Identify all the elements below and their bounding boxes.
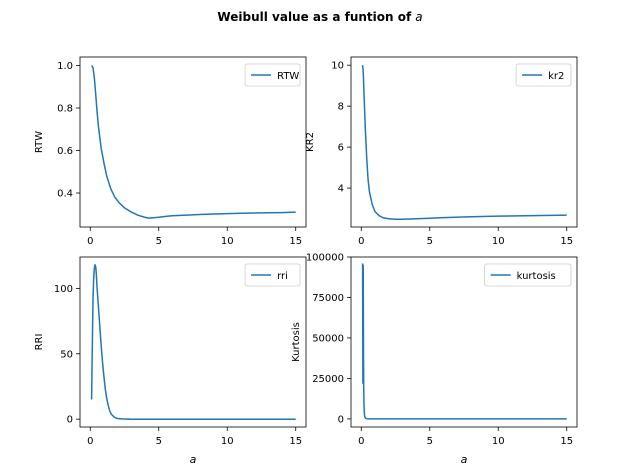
legend: rri [244,263,301,287]
x-tick-label: 10 [492,436,505,447]
y-axis-label: Kurtosis [291,322,302,362]
legend-box [244,63,301,87]
subplot-3: 0 5 10 15 0 50 100 RRI a rri [34,256,307,466]
legend-label: rri [277,271,288,282]
legend-label: kurtosis [517,271,556,282]
y-tick-label: 50 [60,349,73,360]
subplot-1: 0 5 10 15 0.4 0.6 0.8 1.0 RTW RTW [34,56,307,247]
y-tick-label: 100000 [306,253,344,264]
y-axis-label: RTW [34,131,45,153]
x-tick-label: 5 [156,436,162,447]
y-tick-label: 10 [331,61,344,72]
x-tick-label: 0 [87,236,93,247]
legend-label: RTW [277,71,299,82]
x-tick-label: 10 [221,436,234,447]
series-line-rri [90,264,296,420]
legend-box [515,63,572,87]
y-axis-label: KR2 [305,132,316,152]
axes-frame [350,256,578,428]
figure-title: Weibull value as a funtion of a [217,10,422,24]
axes-frame [350,56,578,228]
y-tick-label: 8 [338,102,344,113]
figure-title-variable: a [415,10,422,24]
x-tick-label: 10 [492,236,505,247]
y-tick-label: 1.0 [57,61,73,72]
y-axis-label: RRI [34,334,45,351]
y-tick-label: 0.6 [57,146,73,157]
y-tick-label: 0.8 [57,104,73,115]
axes-frame [79,256,307,428]
x-tick-label: 5 [427,236,433,247]
axes-frame [79,56,307,228]
x-tick-label: 10 [221,236,234,247]
y-tick-label: 0 [338,414,344,425]
x-axis-label: a [190,453,197,466]
legend-box [484,263,572,287]
y-tick-label: 0 [67,415,73,426]
x-tick-label: 0 [358,236,364,247]
series-line-kr2 [361,65,567,220]
y-tick-label: 0.4 [57,189,73,200]
subplot-2: 0 5 10 15 4 6 8 10 KR2 kr2 [305,56,578,247]
x-tick-label: 15 [289,436,302,447]
y-tick-label: 6 [338,143,344,154]
legend: kr2 [515,63,572,87]
figure-title-text: Weibull value as a funtion of [217,10,412,24]
x-tick-label: 15 [289,236,302,247]
y-tick-label: 4 [338,184,344,195]
x-tick-label: 15 [560,436,573,447]
x-tick-label: 0 [87,436,93,447]
y-tick-label: 25000 [312,374,344,385]
x-tick-label: 0 [358,436,364,447]
x-axis-label: a [461,453,468,466]
y-tick-label: 50000 [312,333,344,344]
subplot-4: 0 5 10 15 0 25000 50000 75000 100000 Kurtosis a kur… [291,253,578,466]
x-tick-label: 5 [156,236,162,247]
legend-box [244,263,301,287]
subplot-grid: 0 5 10 15 0.4 0.6 0.8 1.0 RTW RTW 0 5 10 15 4 6 8 10 KR2 kr… [34,56,578,466]
legend: kurtosis [484,263,572,287]
x-tick-label: 5 [427,436,433,447]
x-tick-label: 15 [560,236,573,247]
legend-label: kr2 [548,71,564,82]
y-tick-label: 75000 [312,293,344,304]
series-line-RTW [90,65,296,219]
legend: RTW [244,63,301,87]
y-tick-label: 100 [54,284,73,295]
series-line-kurtosis [361,263,567,420]
